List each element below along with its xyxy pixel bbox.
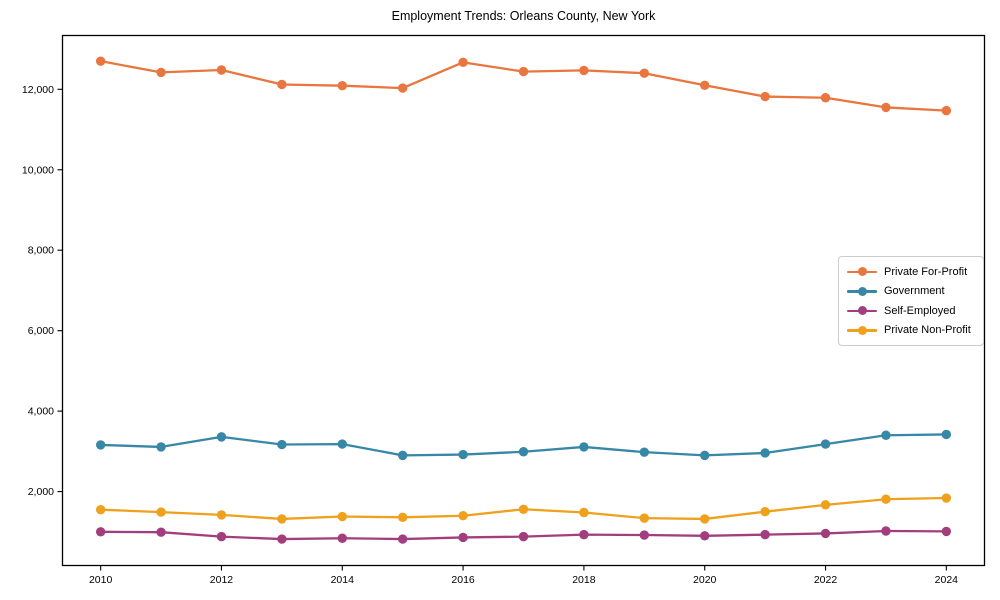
legend-item-self-employed: Self-Employed: [847, 301, 975, 321]
data-point-private-non-profit-2018: [579, 507, 589, 518]
data-point-private-for-profit-2019: [639, 68, 650, 78]
y-tick-label: 12,000: [22, 84, 54, 96]
x-tick-label: 2024: [935, 574, 959, 586]
chart-title: Employment Trends: Orleans County, New Y…: [391, 9, 656, 23]
data-point-private-for-profit-2016: [458, 57, 468, 68]
data-point-private-for-profit-2024: [941, 105, 952, 116]
legend-item-private-non-profit: Private Non-Profit: [847, 321, 975, 341]
data-point-private-for-profit-2017: [518, 66, 529, 77]
legend-label-private-non-profit: Private Non-Profit: [884, 324, 971, 337]
data-point-self-employed-2019: [639, 530, 650, 540]
data-point-private-for-profit-2021: [760, 91, 770, 102]
x-tick-label: 2016: [451, 574, 475, 586]
data-point-government-2021: [760, 448, 770, 458]
legend-marker-self-employed: [847, 306, 877, 316]
data-point-government-2019: [639, 447, 650, 457]
data-point-self-employed-2014: [337, 533, 347, 543]
legend-item-private-for-profit: Private For-Profit: [847, 262, 975, 282]
data-point-private-non-profit-2023: [881, 494, 891, 504]
data-point-government-2024: [941, 429, 952, 440]
data-point-private-non-profit-2019: [639, 513, 650, 523]
data-point-government-2017: [518, 447, 529, 457]
data-point-self-employed-2013: [277, 534, 287, 544]
data-point-private-for-profit-2011: [156, 67, 166, 78]
legend-marker-private-for-profit: [847, 267, 877, 277]
data-point-self-employed-2011: [156, 527, 166, 537]
data-point-government-2015: [397, 450, 408, 461]
y-tick-label: 8,000: [28, 245, 54, 257]
y-tick-label: 10,000: [22, 164, 54, 176]
x-tick-label: 2020: [693, 574, 717, 586]
legend-label-self-employed: Self-Employed: [884, 304, 956, 317]
data-point-self-employed-2018: [579, 529, 589, 540]
x-tick-label: 2022: [814, 574, 838, 586]
data-point-private-for-profit-2010: [95, 56, 106, 66]
data-point-private-for-profit-2012: [216, 65, 227, 75]
x-tick-label: 2012: [210, 574, 234, 586]
data-point-private-for-profit-2013: [277, 79, 287, 90]
data-point-government-2013: [277, 439, 287, 450]
legend-item-government: Government: [847, 282, 975, 302]
y-tick-label: 6,000: [28, 325, 54, 337]
data-point-self-employed-2012: [216, 531, 227, 542]
data-point-private-for-profit-2023: [881, 102, 891, 113]
plot-frame: [61, 34, 986, 567]
data-point-self-employed-2016: [458, 532, 468, 543]
legend-marker-private-non-profit: [847, 325, 877, 335]
legend-box: Private For-Profit Government Self-Emplo…: [838, 256, 984, 346]
x-tick-label: 2014: [331, 574, 355, 586]
data-point-government-2014: [337, 439, 347, 449]
data-point-government-2020: [700, 450, 710, 461]
data-point-private-non-profit-2015: [397, 512, 408, 523]
data-point-private-non-profit-2010: [95, 504, 106, 515]
data-point-self-employed-2021: [760, 529, 770, 540]
data-point-self-employed-2020: [700, 531, 710, 541]
data-point-private-non-profit-2012: [216, 510, 227, 520]
data-point-private-non-profit-2011: [156, 507, 166, 517]
data-point-self-employed-2017: [518, 531, 529, 542]
data-point-government-2010: [95, 440, 106, 450]
data-point-private-for-profit-2022: [820, 93, 831, 103]
legend-marker-government: [847, 286, 877, 296]
data-point-self-employed-2010: [95, 527, 106, 537]
data-point-private-for-profit-2014: [337, 80, 347, 91]
data-point-private-non-profit-2014: [337, 511, 347, 522]
data-point-self-employed-2022: [820, 528, 831, 539]
data-point-private-non-profit-2021: [760, 506, 770, 517]
data-point-government-2023: [881, 430, 891, 440]
data-point-private-non-profit-2022: [820, 500, 831, 510]
legend-label-government: Government: [884, 285, 945, 298]
y-tick-label: 2,000: [28, 486, 54, 498]
x-tick-label: 2010: [89, 574, 113, 586]
data-point-self-employed-2023: [881, 526, 891, 536]
data-point-private-non-profit-2020: [700, 514, 710, 524]
legend-label-private-for-profit: Private For-Profit: [884, 265, 968, 278]
x-tick-label: 2018: [572, 574, 596, 586]
data-point-self-employed-2015: [397, 534, 408, 544]
data-point-government-2022: [820, 439, 831, 449]
data-point-private-for-profit-2015: [397, 83, 408, 93]
data-point-private-for-profit-2018: [579, 65, 589, 76]
y-tick-label: 4,000: [28, 406, 54, 418]
data-point-private-non-profit-2024: [941, 493, 952, 503]
data-point-private-non-profit-2016: [458, 511, 468, 521]
data-point-government-2016: [458, 449, 468, 460]
data-point-government-2012: [216, 432, 227, 442]
data-point-government-2018: [579, 442, 589, 452]
data-point-private-non-profit-2017: [518, 504, 529, 514]
data-point-self-employed-2024: [941, 526, 952, 537]
data-point-private-non-profit-2013: [277, 514, 287, 524]
data-point-government-2011: [156, 442, 166, 452]
data-point-private-for-profit-2020: [700, 80, 710, 90]
